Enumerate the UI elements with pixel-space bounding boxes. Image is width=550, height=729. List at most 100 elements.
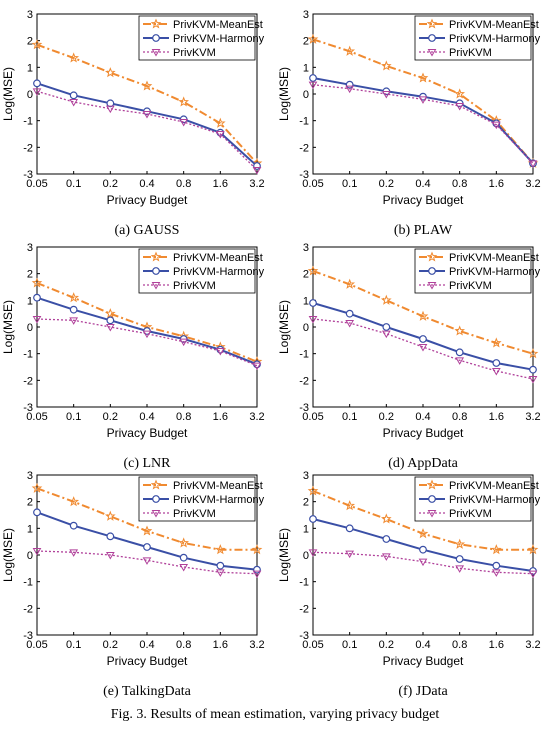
circle-marker: [33, 79, 41, 88]
circle-marker: [152, 267, 160, 275]
triangle-marker: [252, 167, 262, 175]
y-axis-label: Log(MSE): [1, 300, 15, 354]
triangle-marker: [427, 510, 437, 518]
circle-marker: [106, 532, 115, 541]
x-tick-label: 0.8: [176, 411, 191, 423]
star-marker: [417, 528, 429, 539]
triangle-marker: [528, 160, 538, 168]
legend: PrivKVM-MeanEst PrivKVM-Harmony PrivKVM: [414, 248, 541, 294]
series-line-1: [36, 487, 257, 551]
circle-marker: [33, 293, 41, 302]
y-tick-label: -1: [299, 116, 309, 128]
star-marker: [344, 278, 356, 289]
x-axis-label: Privacy Budget: [107, 426, 188, 440]
y-tick-label: 2: [303, 497, 309, 509]
x-axis-label: Privacy Budget: [107, 654, 188, 668]
star-marker: [307, 485, 319, 496]
x-tick-label: 0.2: [103, 639, 118, 651]
triangle-marker: [308, 549, 318, 557]
triangle-marker: [142, 330, 152, 339]
x-tick-label: 0.1: [66, 411, 81, 423]
legend-label-2: PrivKVM-Harmony: [449, 494, 541, 506]
star-marker: [104, 67, 116, 78]
x-tick-label: 1.6: [489, 639, 504, 651]
x-axis-label: Privacy Budget: [383, 654, 464, 668]
legend-label-1: PrivKVM-MeanEst: [173, 252, 263, 264]
circle-marker: [345, 80, 354, 89]
circle-marker: [382, 535, 391, 543]
triangle-marker: [215, 569, 225, 577]
legend: PrivKVM-MeanEst PrivKVM-Harmony PrivKVM: [138, 476, 265, 522]
x-tick-label: 0.1: [342, 178, 357, 190]
x-tick-label: 0.05: [302, 639, 323, 651]
x-tick-label: 3.2: [249, 639, 264, 651]
star-marker: [251, 544, 263, 555]
y-tick-label: 0: [27, 322, 33, 334]
triangle-marker: [151, 282, 161, 290]
x-tick-label: 0.2: [379, 411, 394, 423]
star-marker: [178, 96, 189, 107]
star-marker: [454, 325, 465, 336]
x-tick-label: 0.1: [66, 178, 81, 190]
y-tick-label: -1: [299, 577, 309, 589]
triangle-marker: [308, 316, 318, 324]
legend: PrivKVM-MeanEst PrivKVM-Harmony PrivKVM: [138, 15, 265, 61]
triangle-marker: [142, 557, 152, 565]
y-tick-label: 0: [303, 550, 309, 562]
subcaption: (f) JData: [398, 684, 448, 699]
y-tick-label: -3: [23, 169, 33, 181]
triangle-marker: [491, 569, 501, 577]
subcaption: (b) PLAW: [394, 223, 453, 238]
y-tick-label: -3: [23, 630, 33, 642]
subcaption: (d) AppData: [388, 456, 458, 471]
star-marker: [214, 117, 226, 128]
y-tick-label: -1: [299, 349, 309, 361]
x-axis-label: Privacy Budget: [383, 426, 464, 440]
circle-marker: [309, 74, 317, 82]
circle-marker: [428, 267, 436, 275]
x-axis-label: Privacy Budget: [107, 193, 188, 207]
y-tick-label: -2: [23, 142, 33, 154]
legend-label-3: PrivKVM: [449, 47, 492, 59]
legend-label-1: PrivKVM-MeanEst: [449, 19, 539, 31]
series-line-2: [312, 77, 534, 164]
legend-label-1: PrivKVM-MeanEst: [173, 19, 263, 31]
legend-label-2: PrivKVM-Harmony: [173, 494, 265, 506]
chart-panel-1: 3 2 1 0 -1 -2 -30.05 0.1 0.2 0.4 0.8 1.6 3.2 Privacy …: [1, 9, 265, 238]
x-tick-label: 0.05: [302, 178, 323, 190]
legend-label-2: PrivKVM-Harmony: [173, 33, 265, 45]
circle-marker: [455, 555, 464, 563]
triangle-marker: [455, 565, 465, 573]
triangle-marker: [345, 85, 355, 94]
circle-marker: [69, 305, 78, 314]
triangle-marker: [381, 553, 391, 561]
star-marker: [141, 525, 153, 536]
triangle-marker: [491, 368, 501, 376]
y-tick-label: 1: [303, 523, 309, 535]
series-line-1: [312, 490, 533, 551]
triangle-marker: [308, 81, 318, 90]
x-tick-label: 3.2: [525, 411, 540, 423]
star-marker: [491, 337, 502, 348]
star-marker: [454, 88, 465, 99]
triangle-marker: [32, 88, 42, 96]
triangle-marker: [69, 317, 79, 325]
x-tick-label: 0.05: [302, 411, 323, 423]
triangle-marker: [105, 324, 115, 332]
y-tick-label: 2: [27, 497, 33, 509]
y-tick-label: -2: [299, 142, 309, 154]
circle-marker: [419, 545, 427, 554]
star-marker: [344, 45, 356, 56]
chart-panel-3: 3 2 1 0 -1 -2 -30.05 0.1 0.2 0.4 0.8 1.6 3.2 Privacy …: [1, 242, 265, 471]
star-marker: [417, 310, 429, 321]
subcaption: (c) LNR: [123, 456, 171, 471]
circle-marker: [345, 309, 354, 318]
triangle-marker: [345, 550, 355, 559]
series-line-3: [36, 318, 258, 367]
circle-marker: [345, 524, 354, 533]
star-marker: [454, 538, 466, 549]
triangle-marker: [179, 564, 189, 572]
chart-panel-2: 3 2 1 0 -1 -2 -30.05 0.1 0.2 0.4 0.8 1.6 3.2 Privacy …: [277, 9, 541, 238]
triangle-marker: [528, 376, 538, 384]
star-marker: [426, 251, 438, 262]
